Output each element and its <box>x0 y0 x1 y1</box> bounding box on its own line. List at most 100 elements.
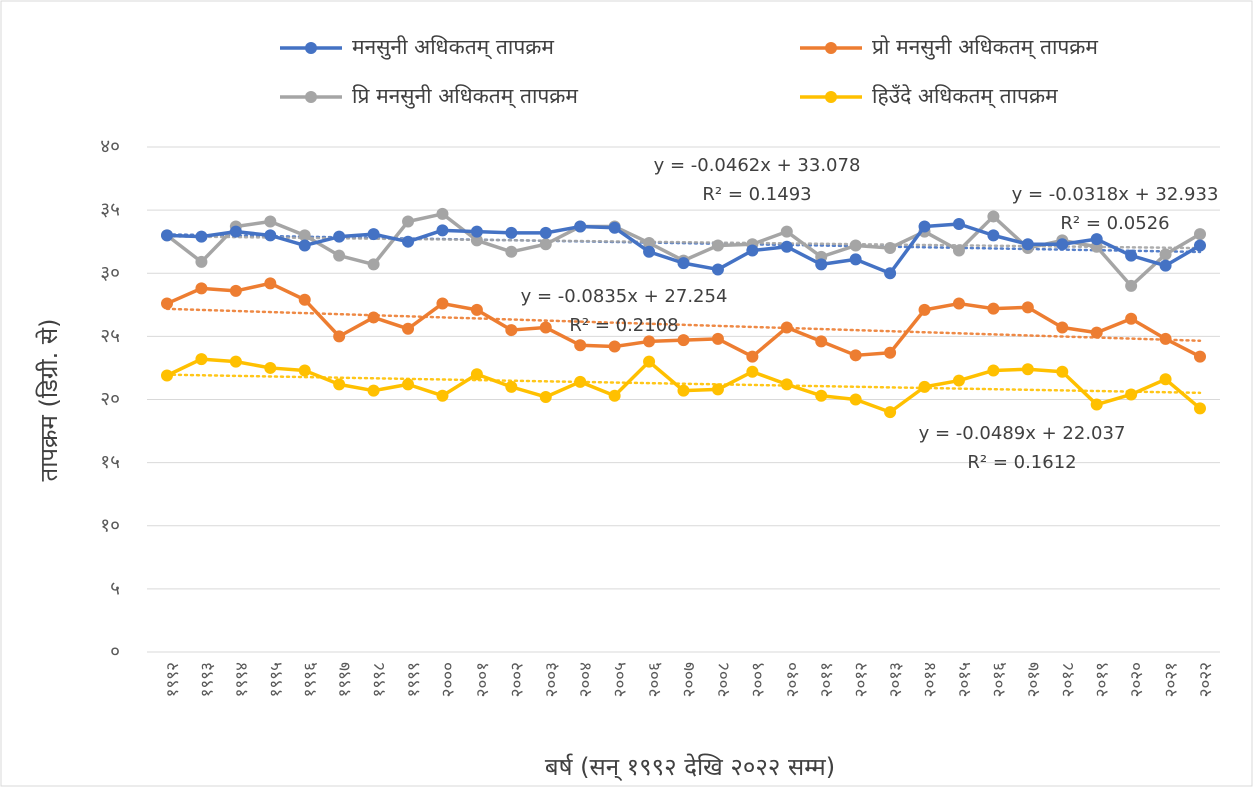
point <box>333 378 346 391</box>
x-tick-label: २००७ <box>680 662 700 698</box>
point <box>1021 238 1034 251</box>
point <box>815 258 828 271</box>
x-tick-label: २०१४ <box>921 662 941 697</box>
point <box>436 207 449 220</box>
legend-marker <box>825 91 837 103</box>
trend-r-squared: R² = 0.1612 <box>967 452 1076 473</box>
point <box>436 224 449 237</box>
point <box>161 369 173 382</box>
point <box>987 364 1000 377</box>
trendline <box>165 373 1202 395</box>
x-tick-label: १९९२ <box>163 662 183 697</box>
point <box>436 297 449 310</box>
x-tick-label: २०२१ <box>1162 662 1182 697</box>
x-tick-label: २०११ <box>817 662 837 697</box>
point <box>470 234 483 247</box>
x-tick-label: २००९ <box>748 662 768 697</box>
point <box>1194 228 1206 241</box>
point <box>849 349 862 362</box>
y-tick-label: ३० <box>100 262 120 284</box>
point <box>505 324 518 337</box>
x-tick-label: २०१२ <box>852 662 872 697</box>
x-tick-label: २०२० <box>1127 662 1147 697</box>
y-tick-label: ५ <box>110 577 120 599</box>
x-tick-label: १९९६ <box>301 662 321 698</box>
point <box>367 228 380 241</box>
trend-equation: y = -0.0835x + 27.254 <box>521 286 728 307</box>
point <box>298 229 311 242</box>
point <box>1090 398 1103 411</box>
point <box>918 220 931 233</box>
point <box>505 226 518 239</box>
point <box>264 229 277 242</box>
y-tick-label: १० <box>100 514 120 536</box>
point <box>298 364 311 377</box>
point <box>402 215 415 228</box>
point <box>987 229 1000 242</box>
point <box>1159 332 1172 345</box>
point <box>643 355 656 368</box>
point <box>780 225 793 238</box>
point <box>298 293 311 306</box>
point <box>333 249 346 262</box>
point <box>1125 312 1138 325</box>
y-tick-label: ३५ <box>100 199 120 221</box>
x-tick-label: २००३ <box>542 662 562 697</box>
x-tick-label: २००१ <box>473 662 493 697</box>
legend-label: प्रि मनसुनी अधिकतम् तापक्रम <box>352 84 578 109</box>
x-tick-label: १९९८ <box>370 662 390 697</box>
point <box>987 302 1000 315</box>
point <box>195 230 208 243</box>
point <box>1021 301 1034 314</box>
point <box>539 390 552 403</box>
point <box>574 220 587 233</box>
x-tick-label: २००८ <box>714 662 734 697</box>
trend-equation: y = -0.0489x + 22.037 <box>919 423 1126 444</box>
point <box>195 353 208 366</box>
x-tick-label: २०१० <box>783 662 803 697</box>
point <box>1159 248 1172 261</box>
point <box>264 277 277 290</box>
point <box>643 236 656 249</box>
point <box>161 229 173 242</box>
point <box>1090 233 1103 246</box>
point <box>780 240 793 253</box>
point <box>952 297 965 310</box>
point <box>367 258 380 271</box>
point <box>333 330 346 343</box>
trend-r-squared: R² = 0.1493 <box>702 184 811 205</box>
point <box>470 368 483 381</box>
trendline <box>165 307 1202 343</box>
point <box>229 225 242 238</box>
point <box>952 218 965 231</box>
point <box>711 239 724 252</box>
point <box>918 380 931 393</box>
point <box>608 389 621 402</box>
point <box>815 389 828 402</box>
x-tick-label: २००२ <box>507 662 527 697</box>
point <box>608 221 621 234</box>
point <box>677 384 690 397</box>
point <box>643 245 656 258</box>
point <box>1125 249 1138 262</box>
point <box>505 245 518 258</box>
point <box>264 215 277 228</box>
x-tick-label: २०१३ <box>886 662 906 697</box>
trend-equation: y = -0.0318x + 32.933 <box>1012 184 1219 205</box>
point <box>849 239 862 252</box>
point <box>402 235 415 248</box>
point <box>780 321 793 334</box>
y-tick-label: १५ <box>100 451 120 473</box>
point <box>1056 365 1069 378</box>
point <box>746 365 759 378</box>
legend-marker <box>305 91 317 103</box>
legend-label: मनसुनी अधिकतम् तापक्रम <box>352 35 554 60</box>
point <box>884 346 897 359</box>
point <box>195 282 208 295</box>
point <box>298 239 311 252</box>
point <box>746 244 759 257</box>
point <box>1056 321 1069 334</box>
point <box>367 311 380 324</box>
